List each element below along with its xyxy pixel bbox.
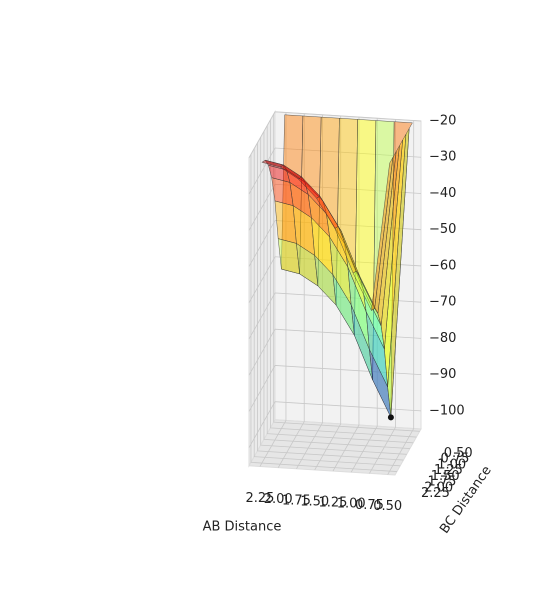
x-axis-label: AB Distance <box>203 520 282 535</box>
x-tick-label: 0.75 <box>355 498 384 513</box>
grid-line <box>250 154 397 472</box>
grid-line <box>253 148 401 467</box>
z-tick-label: −40 <box>429 186 456 201</box>
floor-pane <box>248 419 422 476</box>
y-tick-label: 1.75 <box>427 475 456 490</box>
y-tick-label: 0.75 <box>440 452 469 467</box>
x-tick-label: 1.00 <box>337 497 366 512</box>
x-tick-label: 1.50 <box>300 494 329 509</box>
y-tick-label: 2.25 <box>421 486 450 501</box>
y-tick-label: 1.25 <box>434 463 463 478</box>
grid-line <box>266 125 414 444</box>
z-tick-label: −70 <box>429 295 456 310</box>
y-tick-label: 1.50 <box>431 469 460 484</box>
x-tick-label: 2.25 <box>245 491 274 506</box>
x-tick-label: 0.50 <box>373 499 402 514</box>
minimum-point <box>387 414 394 421</box>
grid-line <box>273 114 420 432</box>
y-tick-label: 2.00 <box>424 480 453 495</box>
z-tick-label: −100 <box>429 403 465 418</box>
grid-line <box>257 142 404 461</box>
z-tick-label: −50 <box>429 222 456 237</box>
grid-line <box>260 137 407 455</box>
z-tick-label: −30 <box>429 150 456 165</box>
x-tick-label: 1.25 <box>318 496 347 511</box>
surface-patch <box>371 157 394 311</box>
grid-line <box>270 119 417 438</box>
grid-line <box>248 111 422 158</box>
x-tick-label: 2.00 <box>264 492 293 507</box>
z-tick-label: −80 <box>429 331 456 346</box>
z-tick-label: −20 <box>429 114 456 129</box>
grid-line <box>263 131 410 449</box>
z-tick-label: −90 <box>429 367 456 382</box>
y-tick-label: 0.50 <box>444 446 473 461</box>
x-tick-label: 1.75 <box>282 493 311 508</box>
z-tick-label: −60 <box>429 258 456 273</box>
y-tick-label: 1.00 <box>437 457 466 472</box>
